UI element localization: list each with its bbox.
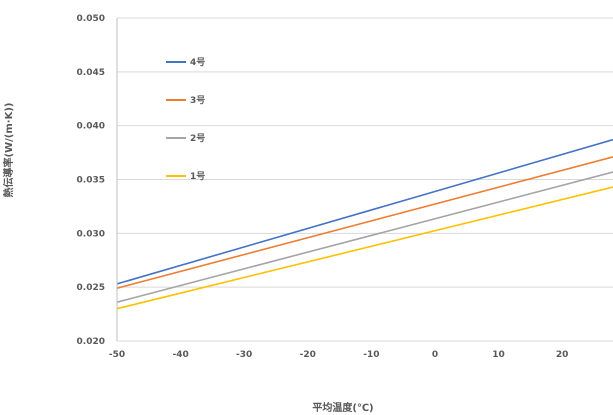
grid-lines (117, 17, 613, 342)
x-tick-label: 0 (432, 350, 438, 360)
series-line-2 (116, 156, 613, 289)
x-tick-label: 10 (492, 350, 505, 360)
series-line-3 (116, 171, 613, 303)
legend-label: 1号 (190, 171, 205, 182)
series-lines (116, 138, 613, 310)
x-tick-label: -30 (236, 350, 252, 360)
x-tick-label: -10 (363, 350, 379, 360)
x-tick-label: -50 (109, 350, 125, 360)
y-tick-label: 0.025 (77, 283, 105, 293)
y-axis-title: 熱伝導率(W/(m·K)) (2, 103, 15, 198)
axes: 0.020 0.025 0.030 0.035 0.040 0.045 0.050 -50 -4… (77, 14, 569, 360)
legend-label: 3号 (190, 95, 205, 106)
x-axis-title: 平均温度(℃) (312, 401, 373, 414)
series-line-1 (116, 138, 613, 285)
x-tick-label: 20 (556, 350, 569, 360)
legend: 4号 3号 2号 1号 (166, 57, 205, 182)
legend-label: 2号 (190, 133, 205, 144)
y-tick-label: 0.020 (77, 337, 105, 347)
y-tick-label: 0.030 (77, 229, 105, 239)
series-line-4 (116, 186, 613, 310)
x-tick-label: -20 (300, 350, 316, 360)
y-tick-label: 0.050 (77, 14, 105, 24)
y-tick-label: 0.035 (77, 176, 105, 186)
legend-label: 4号 (190, 57, 205, 68)
y-tick-label: 0.040 (77, 122, 105, 132)
y-tick-label: 0.045 (77, 68, 105, 78)
x-tick-label: -40 (172, 350, 188, 360)
